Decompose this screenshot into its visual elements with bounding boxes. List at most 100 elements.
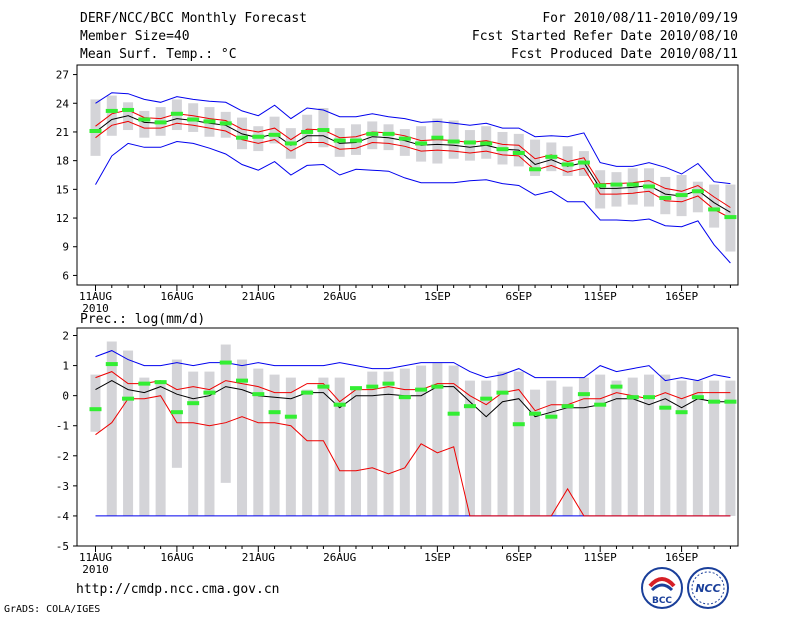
- panel1-envelope-high-line: [95, 92, 731, 185]
- panel2-green-marker: [447, 411, 460, 416]
- panel1-xtick-label: 11AUG: [79, 290, 112, 303]
- panel1-quartile-low-line: [95, 120, 731, 219]
- panel1-ytick-label: 21: [56, 126, 69, 139]
- panel2-box: [416, 365, 427, 516]
- panel1-green-marker: [463, 140, 476, 145]
- panel2-box: [253, 368, 264, 516]
- panel2-green-marker: [545, 414, 558, 419]
- panel2-green-marker: [659, 405, 672, 410]
- panel2-green-marker: [724, 399, 737, 404]
- panel2-green-marker: [626, 395, 639, 400]
- panel1-green-marker: [317, 128, 330, 133]
- panel2-box: [709, 380, 720, 516]
- source-url[interactable]: http://cmdp.ncc.cma.gov.cn: [76, 582, 280, 597]
- panel2-box: [611, 380, 622, 516]
- panel2-box: [106, 341, 117, 516]
- panel2-box: [464, 380, 475, 516]
- panel1-ytick-label: 9: [62, 241, 69, 254]
- fcst-started-date: Fcst Started Refer Date 2010/08/10: [471, 29, 738, 44]
- panel1-green-marker: [203, 119, 216, 124]
- panel2-box: [660, 374, 671, 516]
- panel2-ytick-label: -2: [56, 450, 69, 463]
- panel2-green-marker: [577, 392, 590, 397]
- panel1-xtick-label: 21AUG: [242, 290, 275, 303]
- panel2-green-marker: [643, 395, 656, 400]
- panel2-green-marker: [252, 392, 265, 397]
- panel1-green-marker: [138, 117, 151, 122]
- panel1-green-marker: [659, 195, 672, 200]
- ncc-logo-text: NCC: [695, 582, 720, 595]
- panel2-envelope-high-line: [95, 350, 731, 382]
- panel1-green-marker: [675, 193, 688, 198]
- panel2-box: [204, 371, 215, 516]
- panel1-green-marker: [431, 135, 444, 140]
- panel2-quartile-high-line: [95, 371, 731, 412]
- panel2-green-marker: [284, 414, 297, 419]
- panel2-box: [139, 377, 150, 516]
- panel2-green-marker: [512, 422, 525, 427]
- panel2-box: [350, 389, 361, 516]
- panel2-green-marker: [187, 401, 200, 406]
- panel1-green-marker: [561, 162, 574, 167]
- panel2-green-marker: [675, 410, 688, 415]
- panel2-ytick-label: 2: [62, 330, 69, 343]
- panel2-box: [448, 365, 459, 516]
- panel1-ytick-label: 12: [56, 212, 69, 225]
- panel1-box: [530, 139, 541, 176]
- forecast-period: For 2010/08/11-2010/09/19: [542, 11, 738, 26]
- panel2-green-marker: [203, 390, 216, 395]
- panel2-box: [367, 371, 378, 516]
- ncc-logo-icon: NCC: [687, 567, 729, 609]
- panel2-green-marker: [708, 399, 721, 404]
- panel2-box: [513, 371, 524, 516]
- panel1-green-marker: [170, 111, 183, 116]
- panel1-green-marker: [415, 141, 428, 146]
- variable-label: Mean Surf. Temp.: °C: [80, 47, 237, 62]
- panel2-xtick-label: 26AUG: [323, 551, 356, 564]
- panel2-green-marker: [529, 411, 542, 416]
- panel2-green-marker: [561, 404, 574, 409]
- panel2-green-marker: [219, 360, 232, 365]
- panel2-box: [318, 377, 329, 516]
- panel2-box: [220, 344, 231, 483]
- panel1-green-marker: [154, 120, 167, 125]
- panel1-green-marker: [219, 121, 232, 126]
- panel1-green-marker: [594, 183, 607, 188]
- panel2-year-label: 2010: [82, 563, 109, 576]
- panel1-xtick-label: 16SEP: [665, 290, 698, 303]
- panel2-green-marker: [398, 395, 411, 400]
- panel2-ytick-label: -3: [56, 480, 69, 493]
- panel1-box: [269, 116, 280, 144]
- panel2-xtick-label: 6SEP: [506, 551, 533, 564]
- panel1-green-marker: [512, 151, 525, 155]
- panel1-green-marker: [382, 131, 395, 136]
- panel2-xtick-label: 21AUG: [242, 551, 275, 564]
- panel1-ensemble-mean-line: [95, 115, 731, 213]
- panel2-box: [644, 374, 655, 516]
- panel1-green-marker: [105, 108, 118, 113]
- panel1-box: [106, 95, 117, 136]
- panel1-box: [692, 181, 703, 213]
- panel1-xtick-label: 6SEP: [506, 290, 533, 303]
- panel2-box: [530, 389, 541, 516]
- bcc-logo-text: BCC: [652, 596, 672, 606]
- panel2-box: [578, 377, 589, 516]
- panel1-green-marker: [610, 182, 623, 187]
- panel2-box: [302, 389, 313, 516]
- panel2-box: [188, 371, 199, 516]
- panel2-ytick-label: -1: [56, 420, 69, 433]
- panel2-box: [692, 380, 703, 516]
- panel1-box: [709, 184, 720, 228]
- panel1-box: [595, 170, 606, 209]
- chart-title: DERF/NCC/BCC Monthly Forecast: [80, 11, 307, 26]
- panel2-xtick-label: 1SEP: [424, 551, 451, 564]
- panel2-box: [432, 362, 443, 516]
- panel2-xtick-label: 16AUG: [160, 551, 193, 564]
- panel2-box: [383, 371, 394, 516]
- panel2-ytick-label: 1: [62, 360, 69, 373]
- panel1-green-marker: [529, 167, 542, 172]
- panel1-green-marker: [366, 131, 379, 136]
- panel2-xtick-label: 11AUG: [79, 551, 112, 564]
- panel1-xtick-label: 1SEP: [424, 290, 451, 303]
